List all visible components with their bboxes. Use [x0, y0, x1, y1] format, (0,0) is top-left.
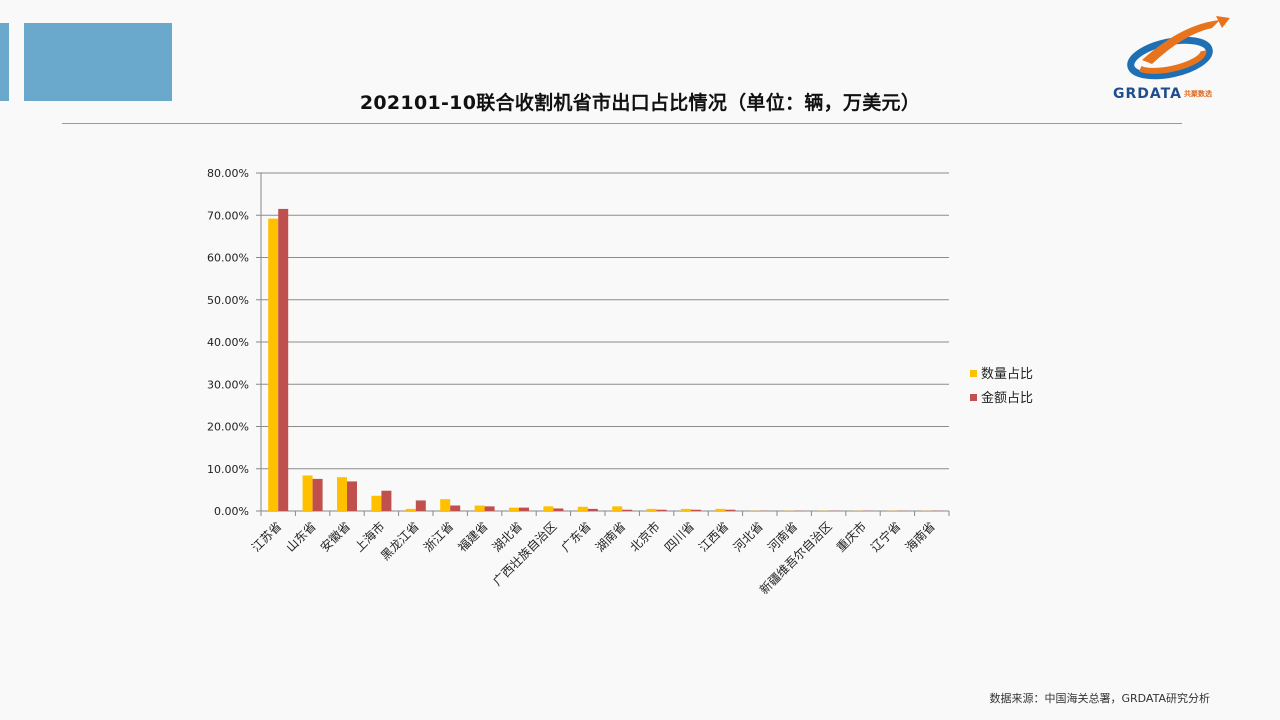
x-tick-label: 北京市	[627, 519, 663, 555]
legend-swatch	[970, 370, 977, 377]
bar-quantity	[337, 477, 347, 511]
y-tick-label: 10.00%	[207, 463, 249, 476]
grdata-logo-icon	[1127, 16, 1230, 80]
bar-amount	[553, 508, 564, 511]
bar-amount	[587, 508, 598, 511]
logo-subtitle: 共聚数选	[1183, 90, 1212, 98]
bar-amount	[691, 509, 701, 511]
y-tick-label: 30.00%	[207, 378, 249, 391]
x-tick-label: 福建省	[455, 519, 491, 555]
bar-quantity	[371, 495, 382, 511]
bar-quantity	[577, 506, 588, 511]
legend-label: 数量占比	[981, 367, 1033, 382]
x-tick-label: 海南省	[902, 519, 938, 555]
bar-chart: 0.00% 10.00% 20.00% 30.00% 40.00% 50.00% 60.00…	[207, 167, 1033, 597]
bar-quantity	[302, 475, 313, 511]
bar-quantity	[543, 506, 554, 511]
x-tick-label: 辽宁省	[867, 519, 903, 555]
x-tick-label: 安徽省	[317, 519, 353, 555]
chart-grid	[256, 172, 950, 516]
bar-quantity	[612, 506, 623, 511]
y-tick-label: 80.00%	[207, 167, 249, 180]
x-tick-label: 河北省	[731, 519, 766, 554]
y-tick-label: 40.00%	[207, 336, 249, 349]
bar-amount	[622, 509, 633, 511]
chart-bars	[268, 208, 942, 511]
bar-quantity	[474, 505, 485, 511]
bar-amount	[415, 500, 426, 511]
x-tick-label: 广东省	[559, 519, 594, 554]
y-axis-ticks: 0.00% 10.00% 20.00% 30.00% 40.00% 50.00% 60.00…	[207, 167, 249, 518]
x-tick-label: 四川省	[662, 519, 697, 554]
bar-amount	[656, 509, 667, 511]
bar-quantity	[681, 508, 691, 511]
x-tick-label: 江西省	[696, 519, 731, 554]
y-tick-label: 60.00%	[207, 252, 249, 265]
x-tick-label: 山东省	[283, 519, 318, 554]
bar-amount	[450, 505, 461, 511]
y-tick-label: 0.00%	[214, 505, 249, 518]
bar-amount	[278, 208, 289, 511]
bar-quantity	[646, 508, 657, 511]
data-source: 数据来源：中国海关总署，GRDATA研究分析	[989, 692, 1210, 705]
bar-amount	[725, 509, 736, 511]
logo-name: GRDATA	[1113, 86, 1182, 102]
legend-label: 金额占比	[981, 390, 1033, 406]
bar-quantity	[509, 507, 519, 511]
x-tick-label: 江苏省	[249, 519, 284, 554]
y-tick-label: 70.00%	[207, 209, 249, 222]
bar-amount	[347, 481, 357, 511]
title-divider	[62, 123, 1182, 124]
bar-quantity	[715, 508, 726, 511]
legend-swatch	[970, 394, 977, 401]
bar-amount	[381, 490, 392, 511]
bar-amount	[484, 506, 495, 511]
y-tick-label: 50.00%	[207, 294, 249, 307]
bar-quantity	[405, 508, 416, 511]
bar-amount	[312, 478, 323, 511]
accent-block	[24, 23, 172, 101]
bar-amount	[519, 507, 529, 511]
accent-bar-left	[0, 23, 9, 101]
x-tick-label: 浙江省	[421, 519, 456, 554]
bar-quantity	[440, 499, 451, 511]
x-tick-label: 黑龙江省	[378, 519, 422, 563]
logo-text: GRDATA 共聚数选	[1113, 86, 1212, 102]
x-tick-label: 重庆市	[833, 519, 869, 555]
page-title: 202101-10联合收割机省市出口占比情况（单位：辆，万美元）	[359, 92, 921, 114]
x-tick-label: 广西壮族自治区	[490, 519, 559, 588]
bar-quantity	[268, 218, 279, 511]
y-tick-label: 20.00%	[207, 421, 249, 434]
x-tick-label: 湖南省	[592, 519, 628, 555]
